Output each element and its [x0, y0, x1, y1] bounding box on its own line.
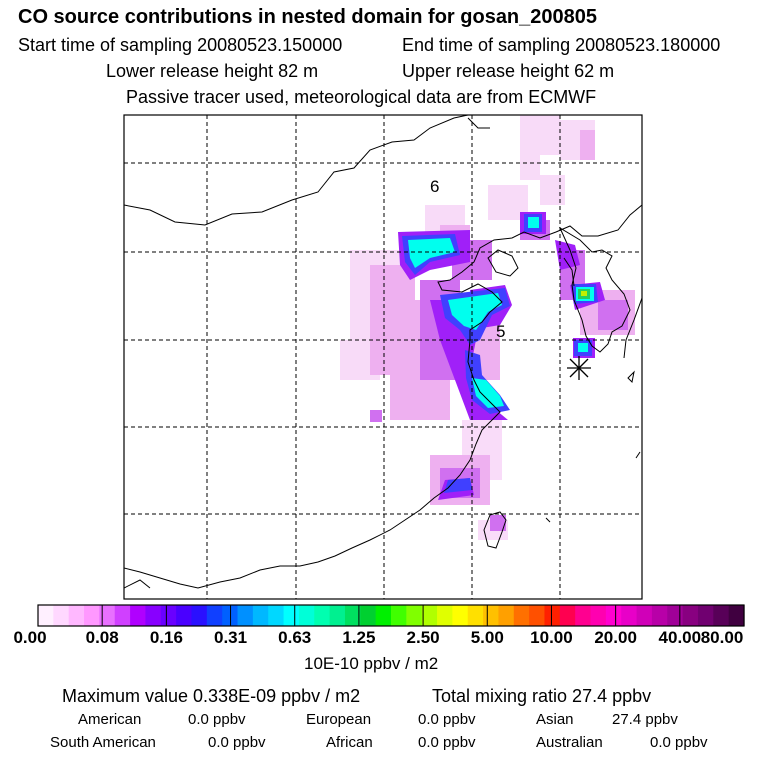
colorbar-swatch	[682, 605, 699, 626]
coastline-layer	[124, 115, 642, 589]
colorbar-swatch	[99, 605, 116, 626]
colorbar-tick-label: 5.00	[470, 628, 504, 647]
colorbar-swatch	[590, 605, 607, 626]
colorbar-swatch	[160, 605, 177, 626]
colorbar-swatch	[575, 605, 592, 626]
colorbar-swatch	[252, 605, 269, 626]
region-name: American	[78, 711, 142, 728]
colorbar-swatch	[206, 605, 223, 626]
grid-lines	[124, 115, 642, 599]
colorbar-swatch	[283, 605, 300, 626]
colorbar-swatch	[360, 605, 377, 626]
colorbar-swatch	[498, 605, 515, 626]
region-name: European	[306, 711, 372, 728]
colorbar-swatch	[636, 605, 653, 626]
colorbar-swatch	[421, 605, 438, 626]
colorbar-swatch	[452, 605, 469, 626]
upper-release-height: Upper release height 62 m	[402, 61, 615, 81]
map-frame	[123, 114, 643, 600]
colorbar-swatch	[329, 605, 346, 626]
colorbar-swatch	[268, 605, 285, 626]
region-value: 0.0 ppbv	[418, 734, 476, 751]
colorbar-frame	[37, 604, 745, 627]
sampling-end-time: End time of sampling 20080523.180000	[402, 35, 721, 55]
region-name: Asian	[536, 711, 574, 728]
region-value: 0.0 ppbv	[418, 711, 476, 728]
colorbar-tick-label: 0.08	[85, 628, 119, 647]
colorbar-swatch	[84, 605, 100, 626]
colorbar-swatch	[697, 605, 714, 626]
lower-release-height: Lower release height 82 m	[106, 61, 319, 81]
region-value: 0.0 ppbv	[188, 711, 246, 728]
plot-title: CO source contributions in nested domain…	[18, 6, 598, 28]
colorbar-tick-label: 40.00	[658, 628, 702, 647]
tracer-note: Passive tracer used, meteorological data…	[126, 87, 597, 107]
colorbar	[37, 605, 745, 626]
colorbar-tick-label: 80.00	[700, 628, 744, 647]
colorbar-tick-label: 0.16	[149, 628, 183, 647]
maximum-value: Maximum value 0.338E-09 ppbv / m2	[62, 686, 361, 706]
region-name: South American	[50, 734, 156, 751]
colorbar-swatch	[344, 605, 361, 626]
map-label-6: 6	[430, 177, 439, 196]
colorbar-swatch	[38, 605, 54, 626]
colorbar-tick-label: 0.31	[213, 628, 248, 647]
colorbar-swatch	[437, 605, 453, 626]
colorbar-swatch	[621, 605, 638, 626]
colorbar-swatch	[191, 605, 208, 626]
colorbar-swatch	[130, 605, 147, 626]
colorbar-swatch	[544, 605, 561, 626]
colorbar-swatch	[298, 605, 315, 626]
colorbar-swatch	[314, 605, 331, 626]
colorbar-swatch	[728, 605, 745, 626]
colorbar-swatch	[483, 605, 500, 626]
colorbar-swatch	[53, 605, 70, 626]
region-name: Australian	[536, 734, 603, 751]
region-value: 0.0 ppbv	[208, 734, 266, 751]
colorbar-tick-label: 1.25	[342, 628, 376, 647]
colorbar-swatch	[391, 605, 407, 626]
colorbar-swatch	[513, 605, 530, 626]
colorbar-tick-label: 0.00	[13, 628, 47, 647]
plume-layer	[340, 115, 635, 540]
colorbar-swatch	[529, 605, 546, 626]
colorbar-tick-label: 20.00	[594, 628, 637, 647]
colorbar-swatch	[68, 605, 85, 626]
colorbar-tick-label: 0.63	[278, 628, 312, 647]
colorbar-swatch	[651, 605, 668, 626]
total-mixing-ratio: Total mixing ratio 27.4 ppbv	[432, 686, 652, 706]
colorbar-swatch	[237, 605, 254, 626]
colorbar-swatch	[114, 605, 131, 626]
sampling-start-time: Start time of sampling 20080523.150000	[18, 35, 343, 55]
colorbar-swatch	[713, 605, 730, 626]
region-name: African	[326, 734, 373, 751]
colorbar-swatch	[467, 605, 484, 626]
region-value: 0.0 ppbv	[650, 734, 708, 751]
colorbar-swatch	[667, 605, 684, 626]
colorbar-swatch	[145, 605, 162, 626]
colorbar-unit: 10E-10 ppbv / m2	[304, 654, 439, 673]
map-label-5: 5	[496, 322, 505, 341]
colorbar-swatch	[176, 605, 193, 626]
colorbar-swatch	[406, 605, 423, 626]
colorbar-swatch	[605, 605, 622, 626]
region-value: 27.4 ppbv	[612, 711, 678, 728]
colorbar-swatch	[375, 605, 392, 626]
colorbar-swatch	[559, 605, 576, 626]
colorbar-tick-label: 10.00	[530, 628, 573, 647]
receptor-marker-icon	[567, 356, 591, 380]
colorbar-tick-label: 2.50	[406, 628, 440, 647]
